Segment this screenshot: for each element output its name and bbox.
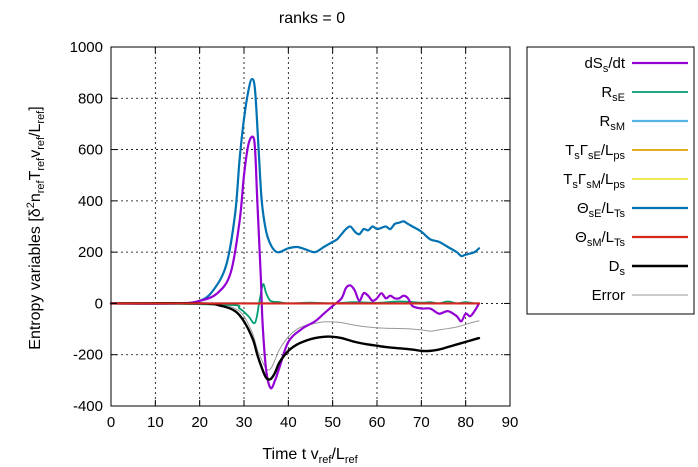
y-tick-label: -400 [73, 398, 103, 415]
y-tick-label: 600 [78, 142, 103, 159]
series-line-ThetasE [109, 77, 481, 305]
series-lines [109, 77, 481, 390]
y-tick-label: 0 [95, 295, 103, 312]
chart-title: ranks = 0 [279, 10, 345, 27]
x-tick-label: 30 [236, 414, 253, 431]
legend-label-ThetasM: ΘsM/LTs [575, 229, 625, 249]
y-axis-label: Entropy variables [δ2nrefTrefvref/Lref] [25, 106, 47, 349]
y-tick-label: 800 [78, 90, 103, 107]
legend: dSs/dt RsE RsM TsΓsE/Lps TsΓsM/Lps ΘsE/LTs ΘsM… [563, 55, 688, 304]
series-line-Error [110, 302, 480, 371]
x-tick-label: 40 [280, 414, 297, 431]
y-tick-label: 200 [78, 244, 103, 261]
legend-label-Ds: Ds [609, 258, 626, 278]
legend-label-TsGsE: TsΓsE/Lps [565, 142, 625, 162]
x-tick-label: 0 [107, 414, 115, 431]
axis-ticks: 0 10 20 30 40 50 60 70 80 90 -400 -200 0 200 400 600 800… [70, 39, 519, 431]
legend-label-RsM: RsM [599, 113, 625, 133]
y-tick-label: -200 [73, 347, 103, 364]
x-tick-label: 90 [502, 414, 519, 431]
x-tick-label: 50 [324, 414, 341, 431]
y-tick-label: 1000 [70, 39, 103, 56]
grid [111, 47, 510, 406]
x-tick-label: 80 [457, 414, 474, 431]
x-tick-label: 10 [147, 414, 164, 431]
x-tick-label: 60 [369, 414, 386, 431]
legend-label-dSsdt: dSs/dt [584, 55, 625, 75]
series-line-Ds [109, 302, 481, 381]
legend-label-TsGsM: TsΓsM/Lps [563, 171, 625, 191]
y-tick-label: 400 [78, 193, 103, 210]
legend-label-ThetasE: ΘsE/LTs [577, 200, 626, 220]
x-tick-label: 70 [413, 414, 430, 431]
series-line-dSsdt [109, 135, 481, 390]
x-tick-label: 20 [191, 414, 208, 431]
legend-label-Error: Error [592, 287, 625, 304]
plot-frame [110, 46, 511, 407]
x-axis-label: Time t vref/Lref [262, 446, 358, 466]
legend-label-RsE: RsE [601, 84, 625, 104]
